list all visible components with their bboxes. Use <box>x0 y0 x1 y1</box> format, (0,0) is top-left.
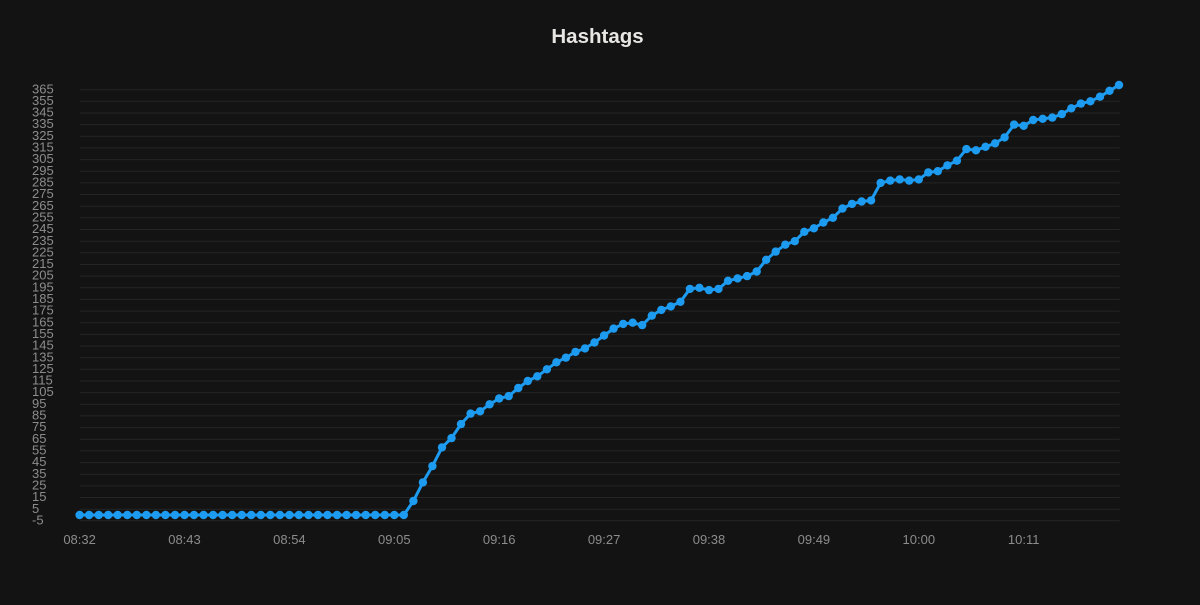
svg-text:95: 95 <box>32 396 46 411</box>
svg-text:335: 335 <box>32 116 54 131</box>
svg-text:08:54: 08:54 <box>273 532 306 547</box>
svg-text:195: 195 <box>32 279 54 294</box>
svg-text:35: 35 <box>32 466 46 481</box>
svg-text:325: 325 <box>32 128 54 143</box>
svg-text:09:05: 09:05 <box>378 532 411 547</box>
svg-text:65: 65 <box>32 431 46 446</box>
svg-text:15: 15 <box>32 489 46 504</box>
svg-text:10:11: 10:11 <box>1008 532 1040 547</box>
svg-text:09:16: 09:16 <box>483 532 516 547</box>
svg-text:08:32: 08:32 <box>63 532 96 547</box>
svg-text:145: 145 <box>32 338 54 353</box>
svg-text:125: 125 <box>32 361 54 376</box>
svg-text:305: 305 <box>32 151 54 166</box>
svg-text:75: 75 <box>32 419 46 434</box>
svg-text:09:27: 09:27 <box>588 532 621 547</box>
svg-text:345: 345 <box>32 105 54 120</box>
svg-text:105: 105 <box>32 384 54 399</box>
svg-text:45: 45 <box>32 454 46 469</box>
svg-text:285: 285 <box>32 175 54 190</box>
svg-text:215: 215 <box>32 256 54 271</box>
svg-text:185: 185 <box>32 291 54 306</box>
svg-text:115: 115 <box>32 373 53 388</box>
svg-text:Hashtags: Hashtags <box>551 25 643 48</box>
svg-text:-5: -5 <box>32 512 44 527</box>
svg-text:225: 225 <box>32 244 54 259</box>
svg-text:5: 5 <box>32 501 39 516</box>
svg-text:155: 155 <box>32 326 54 341</box>
svg-text:245: 245 <box>32 221 54 236</box>
svg-text:295: 295 <box>32 163 54 178</box>
svg-text:365: 365 <box>32 81 54 96</box>
svg-text:09:38: 09:38 <box>693 532 726 547</box>
svg-text:315: 315 <box>32 140 54 155</box>
svg-text:235: 235 <box>32 233 54 248</box>
svg-text:08:43: 08:43 <box>168 532 201 547</box>
svg-text:09:49: 09:49 <box>798 532 831 547</box>
svg-text:25: 25 <box>32 478 46 493</box>
svg-text:165: 165 <box>32 314 54 329</box>
svg-text:355: 355 <box>32 93 54 108</box>
svg-text:255: 255 <box>32 209 54 224</box>
svg-text:265: 265 <box>32 198 54 213</box>
svg-text:85: 85 <box>32 408 46 423</box>
svg-text:135: 135 <box>32 349 54 364</box>
svg-text:55: 55 <box>32 443 46 458</box>
svg-text:275: 275 <box>32 186 54 201</box>
svg-text:205: 205 <box>32 268 54 283</box>
svg-text:10:00: 10:00 <box>903 532 936 547</box>
svg-text:175: 175 <box>32 303 54 318</box>
